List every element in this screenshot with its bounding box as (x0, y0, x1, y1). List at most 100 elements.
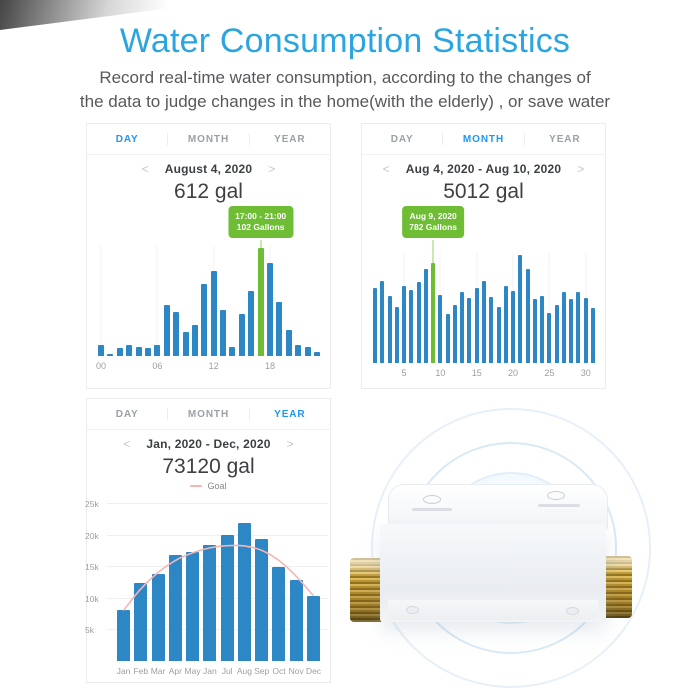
bar-06[interactable] (154, 345, 161, 356)
tab-year[interactable]: YEAR (274, 408, 306, 420)
bar-Sep[interactable] (255, 539, 269, 661)
y-axis-tick-label: 20k (85, 530, 99, 541)
bar-14[interactable] (229, 347, 236, 356)
highlight-guide-line (432, 240, 435, 263)
tab-year[interactable]: YEAR (549, 133, 581, 145)
bar-Feb[interactable] (134, 583, 148, 661)
bar-23[interactable] (532, 299, 537, 363)
bar-17[interactable] (489, 297, 494, 363)
bar-7[interactable] (416, 282, 421, 363)
tab-year[interactable]: YEAR (274, 133, 306, 145)
bar-18[interactable] (267, 263, 274, 356)
bar-1[interactable] (373, 288, 377, 363)
bar-Mar[interactable] (151, 574, 165, 661)
bar-21[interactable] (518, 255, 523, 363)
bar-07[interactable] (163, 305, 170, 356)
bar-Dec[interactable] (307, 595, 320, 661)
bar-24[interactable] (540, 296, 545, 363)
tooltip-date: Aug 9, 2020 (409, 211, 457, 221)
bar-28[interactable] (569, 299, 574, 363)
bar-23[interactable] (314, 351, 320, 356)
bar-29[interactable] (576, 291, 581, 363)
chevron-left-icon[interactable]: < (382, 162, 390, 176)
bar-9[interactable] (431, 262, 436, 363)
bar-Jan[interactable] (203, 545, 217, 661)
bar-14[interactable] (467, 298, 472, 363)
bar-20[interactable] (511, 290, 516, 363)
bar-05[interactable] (144, 348, 151, 356)
bar-17[interactable] (257, 248, 264, 356)
date-navigator: < Aug 4, 2020 - Aug 10, 2020 > (362, 161, 605, 177)
bar-03[interactable] (126, 345, 133, 356)
device-button-left (423, 495, 441, 504)
bar-16[interactable] (482, 280, 486, 363)
x-axis-tick-label: Oct (272, 666, 286, 676)
goal-line (122, 544, 315, 611)
bar-4[interactable] (394, 306, 399, 363)
bar-09[interactable] (182, 332, 189, 356)
bar-22[interactable] (525, 269, 530, 363)
tab-month[interactable]: MONTH (187, 408, 230, 420)
bar-6[interactable] (409, 289, 414, 363)
chevron-right-icon[interactable]: > (577, 162, 585, 176)
bar-2[interactable] (380, 280, 385, 363)
bar-13[interactable] (460, 291, 465, 363)
subtitle-line-1: Record real-time water consumption, acco… (99, 68, 591, 87)
bar-27[interactable] (561, 291, 566, 363)
tab-month[interactable]: MONTH (462, 133, 505, 145)
bar-5[interactable] (402, 286, 407, 363)
bar-10[interactable] (191, 324, 198, 356)
bar-25[interactable] (547, 313, 552, 363)
bar-11[interactable] (201, 283, 208, 356)
bar-15[interactable] (238, 313, 245, 356)
bar-Aug[interactable] (237, 523, 251, 661)
total-consumption-value: 73120 gal (162, 455, 255, 478)
bar-31[interactable] (591, 307, 595, 363)
chevron-left-icon[interactable]: < (141, 162, 149, 176)
x-axis-tick-label: Mar (150, 666, 166, 676)
x-axis-tick-label: Sep (254, 666, 270, 676)
bar-04[interactable] (135, 347, 142, 356)
bar-21[interactable] (295, 345, 302, 356)
bar-13[interactable] (220, 309, 227, 356)
bar-08[interactable] (173, 311, 180, 356)
bar-18[interactable] (496, 306, 501, 363)
bar-11[interactable] (445, 314, 450, 363)
tab-day[interactable]: DAY (390, 133, 414, 145)
chevron-right-icon[interactable]: > (286, 437, 294, 451)
tab-day[interactable]: DAY (115, 133, 139, 145)
bar-30[interactable] (583, 298, 588, 363)
bar-Oct[interactable] (272, 567, 286, 661)
bar-00[interactable] (98, 345, 104, 356)
goal-line-swatch (190, 485, 203, 487)
chart-gridline (107, 534, 328, 536)
bar-10[interactable] (438, 294, 443, 363)
bar-01[interactable] (107, 353, 114, 356)
bar-Apr[interactable] (168, 555, 182, 661)
bar-26[interactable] (554, 304, 559, 363)
chart-gridline (156, 246, 158, 356)
chevron-right-icon[interactable]: > (268, 162, 276, 176)
bar-19[interactable] (276, 302, 283, 356)
bar-16[interactable] (248, 291, 255, 356)
bar-02[interactable] (116, 348, 123, 356)
bar-Jul[interactable] (220, 534, 234, 661)
chevron-left-icon[interactable]: < (123, 437, 131, 451)
bar-22[interactable] (304, 347, 311, 356)
bar-Jan[interactable] (117, 610, 130, 661)
bar-19[interactable] (503, 286, 508, 363)
bar-8[interactable] (423, 269, 428, 363)
bar-12[interactable] (210, 270, 217, 356)
bar-15[interactable] (474, 288, 479, 363)
tab-day[interactable]: DAY (115, 408, 139, 420)
tab-month[interactable]: MONTH (187, 133, 230, 145)
device-label-right (538, 504, 580, 507)
chart-gridline (548, 253, 550, 363)
bar-3[interactable] (387, 296, 392, 363)
bar-12[interactable] (452, 304, 457, 363)
tab-divider (167, 408, 169, 420)
bar-May[interactable] (186, 551, 200, 661)
tab-divider (248, 408, 250, 420)
bar-20[interactable] (285, 330, 292, 356)
bar-Nov[interactable] (289, 580, 303, 661)
